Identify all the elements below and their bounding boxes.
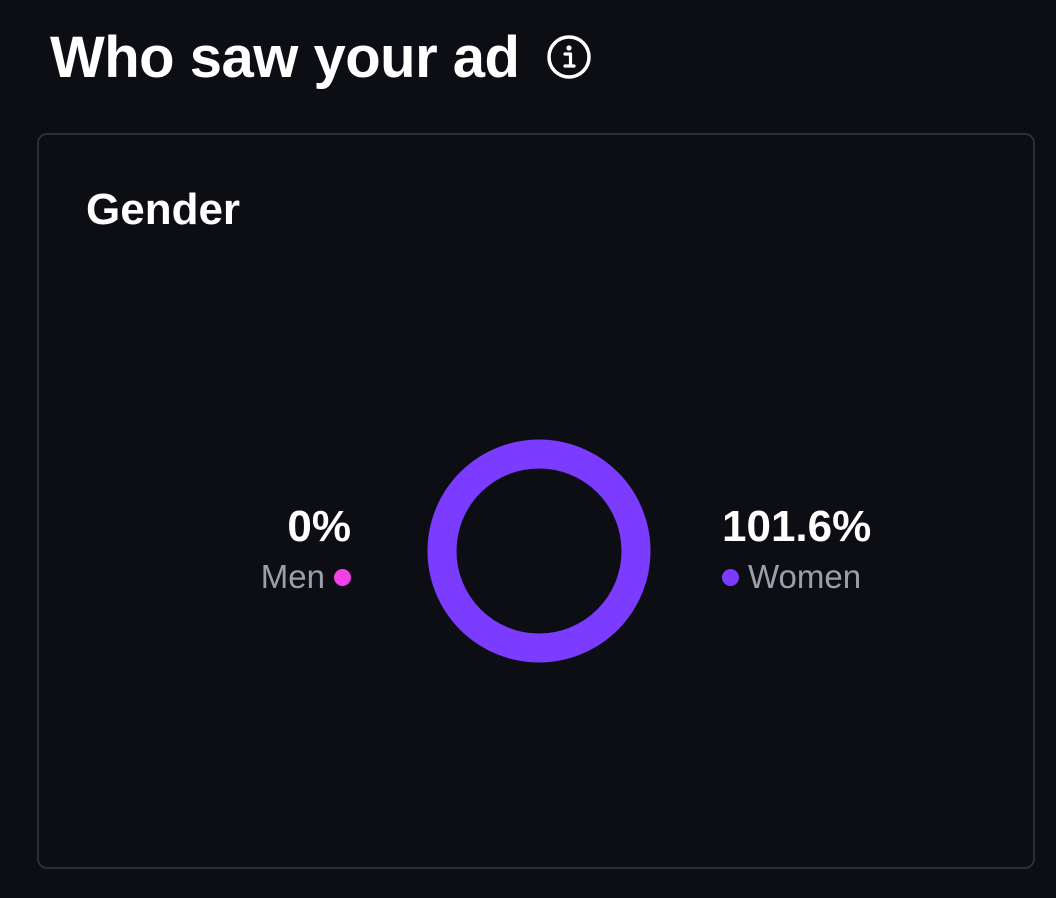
section-header: Who saw your ad (50, 22, 593, 92)
men-percentage: 0% (287, 502, 351, 551)
donut-slice-women (427, 439, 651, 663)
info-icon[interactable] (545, 33, 593, 81)
women-legend: Women (722, 557, 871, 597)
women-percentage: 101.6% (722, 502, 872, 551)
men-legend-dot (334, 568, 351, 586)
info-circle-icon (547, 35, 592, 79)
men-stat: 0% Men (261, 501, 351, 597)
men-legend: Men (261, 557, 351, 597)
men-label: Men (260, 558, 325, 595)
women-stat: 101.6% Women (722, 501, 871, 597)
gender-card-title: Gender (86, 185, 241, 234)
section-title: Who saw your ad (50, 24, 520, 90)
gender-donut-chart (427, 439, 651, 663)
women-label: Women (748, 558, 862, 595)
gender-card: Gender 0% Men 101.6% Women (37, 133, 1035, 869)
women-legend-dot (722, 568, 739, 586)
